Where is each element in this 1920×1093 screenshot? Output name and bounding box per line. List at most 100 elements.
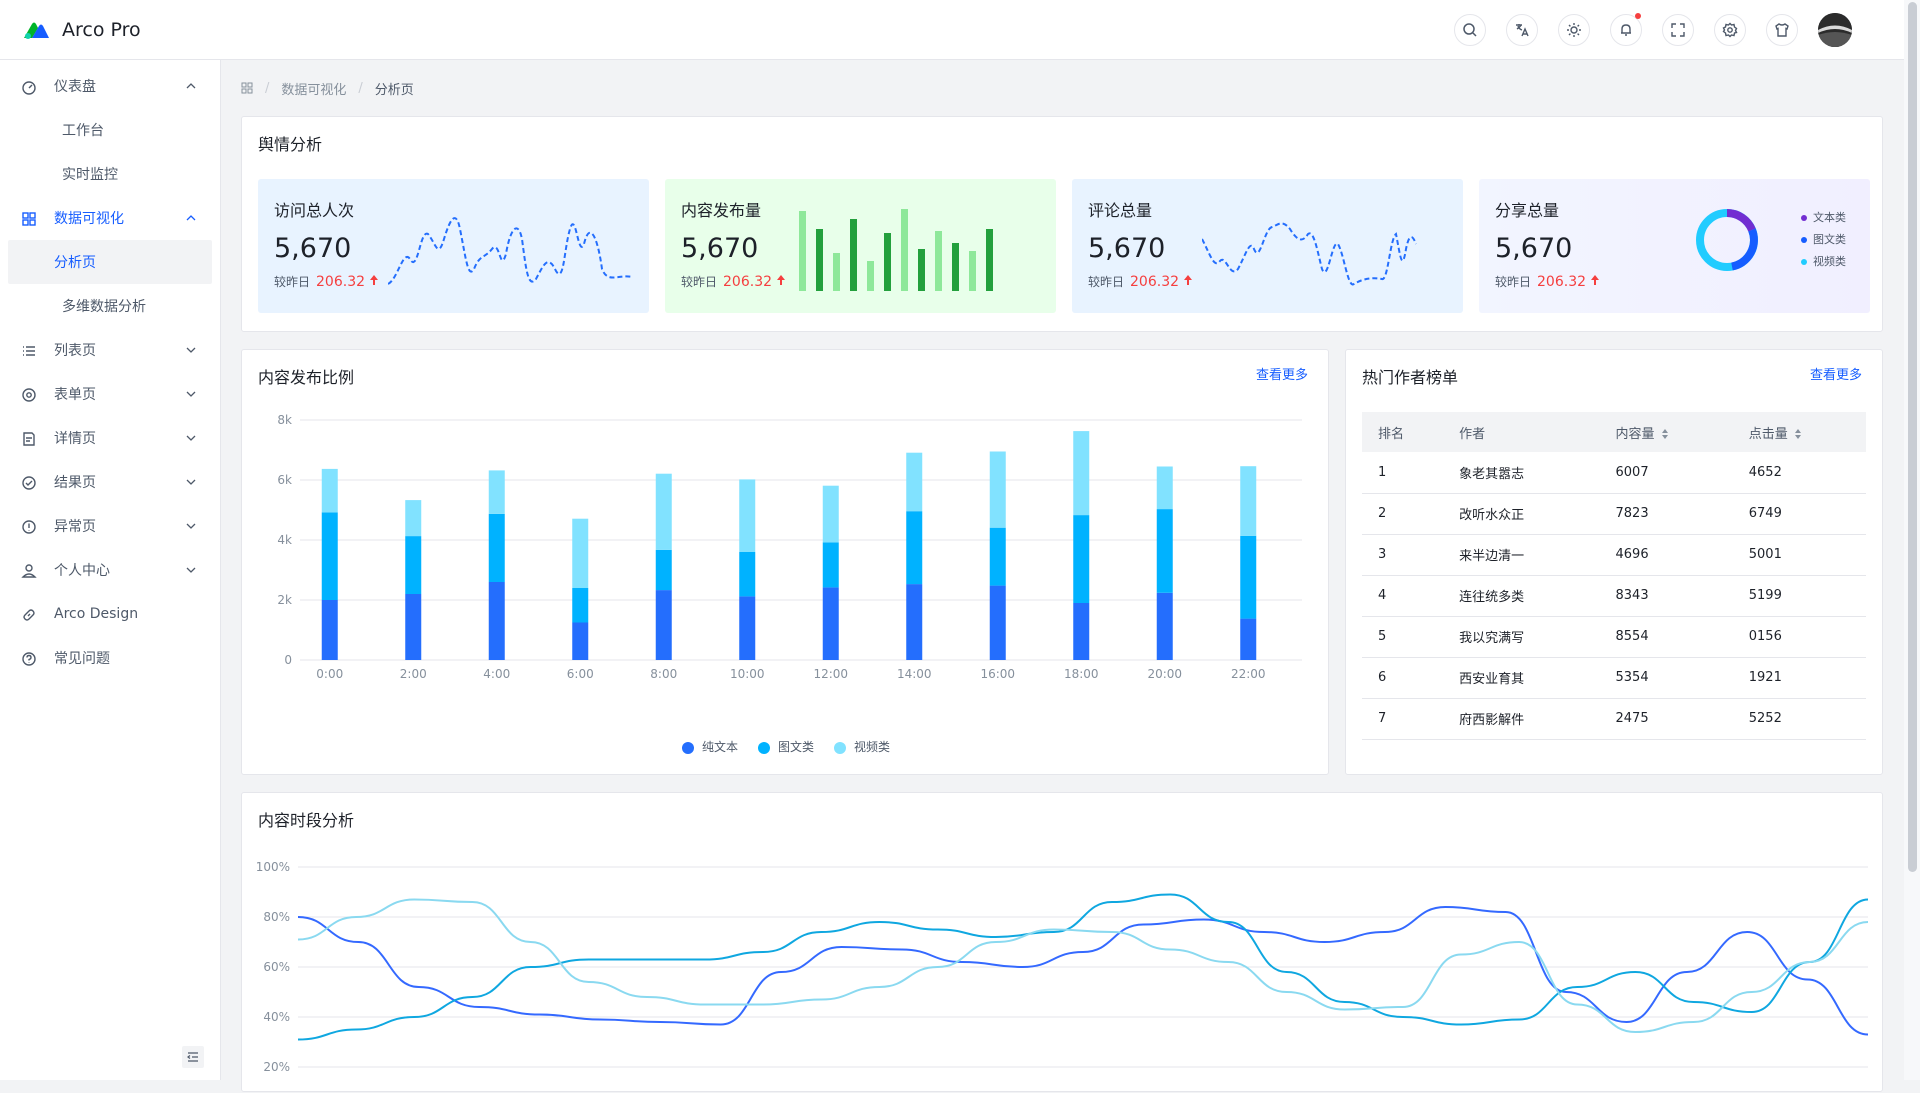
page-scrollbar[interactable] — [1904, 0, 1920, 1080]
comments-sparkline — [1202, 222, 1417, 286]
bar-segment[interactable] — [989, 451, 1006, 528]
column-header[interactable]: 点击量 — [1732, 412, 1866, 452]
bar-segment[interactable] — [321, 600, 338, 660]
legend-item[interactable]: 图文类 — [1801, 229, 1846, 251]
table-row[interactable]: 7 府西影解件 2475 5252 — [1362, 698, 1866, 740]
sidebar-item-result[interactable]: 结果页 — [0, 460, 220, 504]
bar-segment[interactable] — [1073, 603, 1090, 660]
sidebar-item-user[interactable]: 个人中心 — [0, 548, 220, 592]
link-icon — [23, 609, 35, 621]
bar-segment[interactable] — [488, 470, 505, 514]
theme-toggle-button[interactable] — [1558, 14, 1590, 46]
bar-segment[interactable] — [572, 588, 589, 623]
legend-item[interactable]: 纯文本 — [681, 740, 738, 754]
logo[interactable]: Arco Pro — [22, 19, 141, 41]
bar-segment[interactable] — [906, 584, 923, 660]
bar-segment[interactable] — [655, 590, 672, 660]
table-row[interactable]: 1 象老其嚣志 6007 4652 — [1362, 452, 1866, 494]
bar-segment[interactable] — [655, 473, 672, 550]
sidebar-subitem-workplace[interactable]: 工作台 — [62, 123, 104, 139]
bar-segment[interactable] — [906, 452, 923, 512]
user-avatar[interactable] — [1818, 13, 1852, 47]
sidebar-item-form[interactable]: 表单页 — [0, 372, 220, 416]
scroll-thumb[interactable] — [1908, 2, 1917, 872]
bar-segment[interactable] — [405, 536, 422, 594]
stat-title: 评论总量 — [1088, 201, 1153, 220]
bar-segment[interactable] — [1073, 515, 1090, 603]
bar-segment[interactable] — [1156, 592, 1173, 660]
table-row[interactable]: 3 来半边清一 4696 5001 — [1362, 534, 1866, 576]
bar-segment[interactable] — [739, 596, 756, 660]
search-button[interactable] — [1454, 14, 1486, 46]
view-more-link[interactable]: 查看更多 — [1255, 368, 1308, 383]
chevron-up-icon — [186, 215, 196, 221]
stat-value: 5,670 — [681, 233, 759, 264]
sidebar-item-dashboard[interactable]: 仪表盘 — [0, 64, 220, 108]
legend-item[interactable]: 视频类 — [1801, 251, 1846, 273]
sidebar-item-label: 常见问题 — [54, 651, 110, 667]
sidebar-subitem-monitor[interactable]: 实时监控 — [62, 167, 118, 183]
bar-segment[interactable] — [822, 542, 839, 588]
stat-compare: 较昨日 206.32 — [1495, 273, 1600, 290]
sidebar-item-profile[interactable]: 详情页 — [0, 416, 220, 460]
sort-icon[interactable] — [1661, 428, 1669, 440]
sort-icon[interactable] — [1794, 428, 1802, 440]
settings-icon — [22, 388, 36, 402]
bar-segment[interactable] — [1156, 466, 1173, 510]
bar-segment[interactable] — [739, 552, 756, 597]
legend-item[interactable]: 视频类 — [834, 740, 890, 754]
sidebar-item-faq[interactable]: 常见问题 — [0, 636, 220, 680]
bar-segment[interactable] — [488, 513, 505, 582]
bar-segment[interactable] — [572, 622, 589, 661]
sidebar-subitem-analysis[interactable]: 分析页 — [8, 240, 212, 284]
bar-segment[interactable] — [572, 518, 589, 588]
authors-table: 排名 作者 内容量 点击量 1 象老其嚣志 6007 4652 2 改听水众正 7823 6… — [1362, 412, 1866, 740]
bar-segment[interactable] — [321, 468, 338, 513]
bar-segment[interactable] — [1240, 466, 1257, 536]
bar-segment[interactable] — [405, 500, 422, 537]
bar-segment[interactable] — [739, 479, 756, 552]
compare-label: 较昨日 — [681, 275, 718, 289]
bar-segment[interactable] — [655, 549, 672, 591]
bar-segment[interactable] — [1240, 618, 1257, 660]
language-button[interactable] — [1506, 14, 1538, 46]
apps-icon[interactable] — [241, 82, 253, 94]
notification-button[interactable] — [1610, 13, 1642, 46]
bar-segment[interactable] — [405, 594, 422, 660]
compare-value: 206.32 — [1537, 274, 1587, 290]
card-title: 内容发布比例 — [258, 368, 355, 387]
sidebar-item-exception[interactable]: 异常页 — [0, 504, 220, 548]
bar-segment[interactable] — [1240, 535, 1257, 619]
skin-button[interactable] — [1766, 14, 1798, 46]
bar-segment[interactable] — [822, 485, 839, 543]
bar-segment[interactable] — [822, 587, 839, 660]
bar-segment[interactable] — [1156, 509, 1173, 593]
legend-item[interactable]: 文本类 — [1801, 207, 1846, 229]
sidebar-collapse-button[interactable] — [182, 1046, 204, 1068]
column-header[interactable]: 内容量 — [1599, 412, 1733, 452]
mini-bar — [935, 231, 942, 291]
bar-segment[interactable] — [488, 582, 505, 660]
series-line[interactable] — [297, 898, 1869, 1034]
bar-segment[interactable] — [906, 511, 923, 585]
y-tick-label: 20% — [263, 1060, 290, 1074]
sidebar-item-visualization[interactable]: 数据可视化 — [0, 196, 220, 240]
table-row[interactable]: 6 西安业育其 5354 1921 — [1362, 657, 1866, 699]
bar-segment[interactable] — [321, 512, 338, 600]
series-line[interactable] — [297, 905, 1869, 1036]
fullscreen-button[interactable] — [1662, 14, 1694, 46]
bar-segment[interactable] — [989, 527, 1006, 586]
bar-segment[interactable] — [989, 585, 1006, 660]
settings-button[interactable] — [1714, 14, 1746, 46]
sidebar-item-list[interactable]: 列表页 — [0, 328, 220, 372]
table-row[interactable]: 4 连往统多类 8343 5199 — [1362, 575, 1866, 617]
breadcrumb-item[interactable]: 数据可视化 — [281, 82, 347, 98]
table-row[interactable]: 5 我以究满写 8554 0156 — [1362, 616, 1866, 658]
app-title: Arco Pro — [62, 18, 141, 41]
view-more-link[interactable]: 查看更多 — [1809, 368, 1862, 383]
legend-item[interactable]: 图文类 — [757, 740, 814, 754]
sidebar-item-arco-design[interactable]: Arco Design — [0, 592, 220, 636]
bar-segment[interactable] — [1073, 431, 1090, 516]
table-row[interactable]: 2 改听水众正 7823 6749 — [1362, 493, 1866, 535]
sidebar-subitem-multi-dimension[interactable]: 多维数据分析 — [62, 299, 146, 315]
